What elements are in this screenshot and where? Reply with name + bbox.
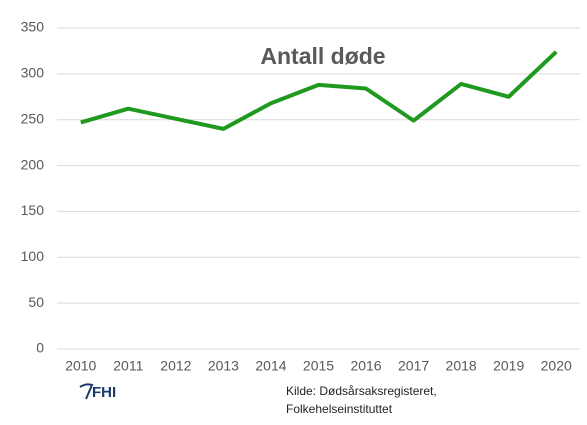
- logo-icon: [79, 383, 94, 400]
- y-tick-label: 100: [21, 248, 45, 264]
- x-tick-label: 2011: [113, 358, 143, 374]
- x-tick-label: 2014: [255, 358, 286, 374]
- x-tick-label: 2010: [65, 358, 96, 374]
- y-tick-label: 250: [21, 110, 45, 126]
- y-tick-label: 150: [21, 202, 45, 218]
- x-tick-label: 2018: [446, 358, 477, 374]
- y-tick-label: 300: [21, 65, 45, 81]
- y-tick-label: 350: [21, 19, 45, 35]
- chart-title: Antall døde: [260, 43, 385, 69]
- data-line: [80, 50, 558, 131]
- x-tick-label: 2019: [493, 358, 524, 374]
- x-tick-label: 2017: [398, 358, 429, 374]
- logo: FHI: [92, 384, 116, 401]
- x-tick-label: 2012: [160, 358, 191, 374]
- x-tick-label: 2013: [208, 358, 239, 374]
- source-line: Folkehelseinstituttet: [286, 402, 393, 416]
- y-tick-label: 200: [21, 156, 45, 172]
- x-tick-label: 2015: [303, 358, 334, 374]
- y-tick-label: 0: [36, 340, 44, 356]
- x-tick-label: 2020: [541, 358, 572, 374]
- y-tick-label: 50: [28, 294, 44, 310]
- x-tick-label: 2016: [350, 358, 381, 374]
- source-line: Kilde: Dødsårsaksregisteret,: [286, 384, 437, 398]
